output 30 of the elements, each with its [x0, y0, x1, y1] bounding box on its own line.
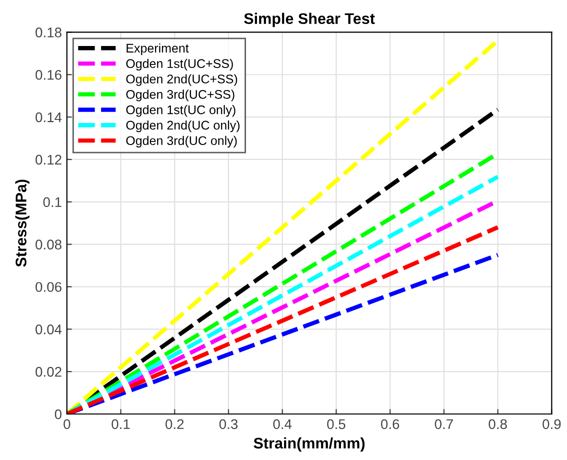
- y-tick-label: 0.04: [36, 324, 62, 334]
- legend-label: Ogden 2nd(UC+SS): [126, 74, 238, 86]
- y-axis-title: Stress(MPa): [15, 180, 30, 267]
- x-tick-label: 0.9: [542, 419, 561, 430]
- legend-label: Ogden 1st(UC+SS): [126, 58, 233, 71]
- legend-label: Ogden 3rd(UC only): [126, 136, 237, 148]
- x-tick-label: 0.1: [112, 419, 130, 430]
- legend-label: Experiment: [126, 43, 189, 56]
- x-tick-label: 0.3: [219, 419, 238, 430]
- y-tick-label: 0.08: [36, 240, 62, 250]
- x-tick-label: 0.4: [273, 419, 292, 430]
- y-tick-label: 0.06: [36, 282, 62, 292]
- y-tick-label: 0.18: [36, 28, 62, 38]
- legend-label: Ogden 2nd(UC only): [126, 120, 240, 132]
- x-tick-label: 0.5: [327, 419, 346, 430]
- x-tick-label: 0: [64, 419, 70, 430]
- legend-label: Ogden 3rd(UC+SS): [126, 90, 234, 102]
- y-tick-label: 0: [54, 409, 62, 420]
- x-tick-label: 0.7: [434, 419, 453, 430]
- y-tick-label: 0.14: [36, 112, 62, 122]
- x-axis-title: Strain(mm/mm): [254, 437, 365, 452]
- x-tick-label: 0.6: [380, 419, 400, 430]
- y-tick-label: 0.02: [36, 366, 62, 377]
- y-tick-label: 0.1: [43, 197, 62, 208]
- x-tick-label: 0.8: [488, 419, 507, 430]
- y-tick-label: 0.16: [36, 70, 62, 80]
- chart-title: Simple Shear Test: [244, 12, 375, 28]
- legend-label: Ogden 1st(UC only): [126, 105, 236, 117]
- y-tick-label: 0.12: [36, 154, 62, 165]
- x-tick-label: 0.2: [166, 419, 184, 430]
